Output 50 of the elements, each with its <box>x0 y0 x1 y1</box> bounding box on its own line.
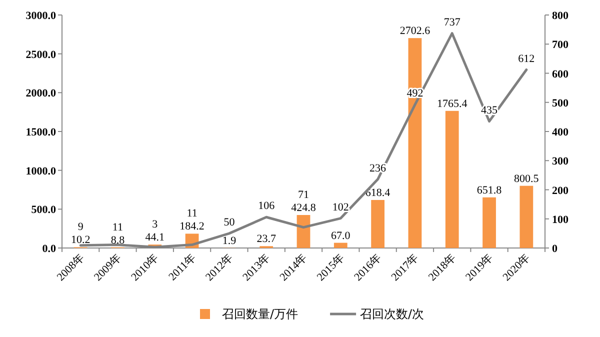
data-label: 651.8 <box>476 184 502 196</box>
y-tick-label: 2000.0 <box>26 88 56 100</box>
data-label: 435 <box>481 104 498 116</box>
data-label: 23.7 <box>256 233 276 246</box>
y2-tick-label: 500 <box>552 97 569 110</box>
data-label: 2702.6 <box>400 25 431 38</box>
bar <box>482 197 496 248</box>
data-label: 1.9 <box>222 234 237 247</box>
y-tick-label: 500.0 <box>31 204 56 216</box>
y-tick-label: 1500.0 <box>26 126 56 138</box>
bar <box>520 186 534 248</box>
bar <box>371 200 384 248</box>
bar <box>296 215 310 248</box>
y-tick-label: 2500.0 <box>26 48 56 61</box>
data-label: 44.1 <box>145 232 165 244</box>
data-label: 424.8 <box>291 202 316 214</box>
y2-tick-label: 600 <box>552 68 569 80</box>
data-label: 10.2 <box>70 234 90 246</box>
data-label: 184.2 <box>180 220 204 233</box>
legend-label: 召回数量/万件 <box>222 307 298 321</box>
data-label: 737 <box>444 16 461 28</box>
data-label: 102 <box>332 201 349 214</box>
data-label: 3 <box>152 218 158 231</box>
x-tick-label: 2011年 <box>166 252 198 284</box>
data-label: 67.0 <box>331 230 351 242</box>
y2-tick-label: 100 <box>552 214 569 226</box>
data-label: 71 <box>298 189 309 202</box>
bar <box>408 38 422 248</box>
data-label: 8.8 <box>110 234 126 246</box>
y2-tick-label: 200 <box>552 184 569 197</box>
y2-tick-label: 400 <box>552 126 569 138</box>
data-label: 50 <box>224 216 236 228</box>
y2-tick-label: 800 <box>552 10 569 22</box>
data-label: 9 <box>78 221 84 234</box>
data-label: 236 <box>370 162 387 174</box>
y2-tick-label: 700 <box>552 39 569 52</box>
y-tick-label: 0.0 <box>42 243 56 255</box>
data-label: 1765.4 <box>436 98 468 110</box>
data-label: 11 <box>112 221 124 234</box>
y-tick-label: 3000.0 <box>26 10 56 22</box>
data-label: 106 <box>258 200 276 212</box>
data-label: 800.5 <box>514 172 540 185</box>
y-tick-label: 1000.0 <box>26 165 56 178</box>
y2-tick-label: 300 <box>552 156 569 168</box>
y2-tick-label: 0 <box>552 243 558 255</box>
legend-label: 召回次数/次 <box>360 307 424 321</box>
bar <box>445 110 459 248</box>
data-label: 11 <box>186 208 198 220</box>
data-label: 612 <box>518 52 535 65</box>
bar <box>334 242 348 248</box>
